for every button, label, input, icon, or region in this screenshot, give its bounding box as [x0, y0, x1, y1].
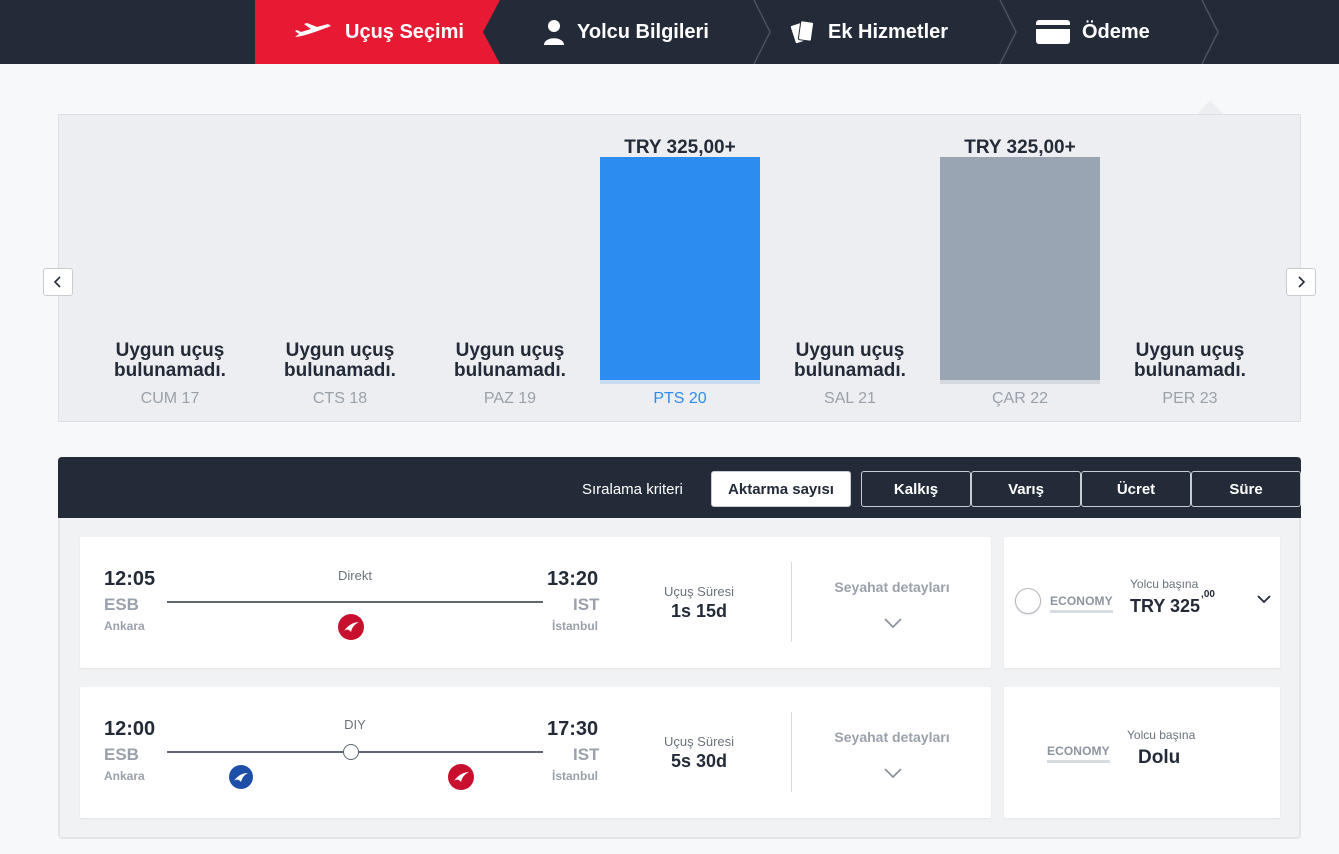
day-column-selected[interactable]: TRY 325,00+ PTS 20	[585, 115, 760, 421]
person-icon	[543, 19, 565, 45]
stopover-dot	[343, 744, 359, 760]
step-payment[interactable]: Ödeme	[1036, 0, 1150, 64]
sort-by-departure-button[interactable]: Kalkış	[861, 471, 971, 507]
per-passenger-label: Yolcu başına	[1127, 728, 1196, 742]
price-cents: ,00	[1201, 589, 1215, 600]
price-bar[interactable]	[600, 157, 760, 380]
chevron-right-icon	[1298, 276, 1306, 288]
flight-card[interactable]: 12:05 ESB Ankara Direkt 13:20 IST İstanb…	[80, 537, 991, 668]
flight-duration: 1s 15d	[670, 601, 728, 621]
step-label: Yolcu Bilgileri	[577, 20, 709, 43]
departure-city: Ankara	[104, 769, 145, 783]
route-line	[167, 601, 543, 603]
anadolujet-logo-icon	[229, 765, 253, 789]
flight-duration-label: Uçuş Süresi	[663, 734, 735, 749]
prev-dates-button[interactable]	[43, 268, 73, 296]
sort-by-price-button[interactable]: Ücret	[1081, 471, 1191, 507]
no-flight-text: Uygun uçuş bulunamadı.	[1134, 340, 1246, 381]
route-type: Direkt	[338, 568, 372, 583]
price-bar[interactable]	[940, 157, 1100, 380]
booking-steps-bar: Uçuş Seçimi Yolcu Bilgileri Ek Hizmetler…	[0, 0, 1339, 64]
step-separator-icon	[999, 0, 1017, 64]
day-column[interactable]: TRY 325,00+ ÇAR 22	[925, 115, 1100, 421]
step-extra-services[interactable]: Ek Hizmetler	[789, 0, 949, 64]
sort-label: Sıralama kriteri	[582, 481, 683, 498]
airplane-icon	[293, 22, 333, 42]
stopover-airport: DIY	[344, 717, 366, 732]
credit-card-icon	[1036, 20, 1070, 44]
flight-duration-label: Uçuş Süresi	[663, 584, 735, 599]
arrival-city: İstanbul	[552, 769, 599, 783]
no-flight-text: Uygun uçuş bulunamadı.	[284, 340, 396, 381]
day-column[interactable]: Uygun uçuş bulunamadı. PER 23	[1105, 115, 1275, 421]
selection-notch	[1196, 100, 1224, 115]
day-label: PER 23	[1162, 390, 1218, 407]
travel-details-link[interactable]: Seyahat detayları	[834, 729, 950, 745]
day-label: SAL 21	[824, 390, 876, 407]
divider	[791, 712, 792, 792]
day-label: PTS 20	[653, 390, 707, 407]
step-separator-icon	[753, 0, 771, 64]
travel-details-link[interactable]: Seyahat detayları	[834, 579, 950, 595]
arrival-city: İstanbul	[552, 619, 599, 633]
chevron-down-icon[interactable]	[1257, 595, 1271, 604]
arrival-airport-code: IST	[573, 745, 600, 764]
day-column[interactable]: Uygun uçuş bulunamadı. CTS 18	[255, 115, 425, 421]
chevron-left-icon	[53, 276, 61, 288]
step-label: Ödeme	[1082, 20, 1150, 43]
turkish-airlines-logo-icon	[338, 614, 364, 640]
per-passenger-label: Yolcu başına	[1130, 577, 1199, 591]
day-label: CTS 18	[312, 390, 368, 407]
arrival-airport-code: IST	[573, 595, 600, 614]
step-label: Uçuş Seçimi	[345, 20, 464, 43]
fare-status: Dolu	[1138, 747, 1181, 768]
price-label: TRY 325,00+	[964, 137, 1076, 158]
bar-underline	[600, 380, 760, 384]
sort-bar: Sıralama kriteri Aktarma sayısı Kalkış V…	[58, 457, 1301, 518]
day-label: PAZ 19	[483, 390, 537, 407]
departure-airport-code: ESB	[104, 745, 139, 764]
no-flight-text: Uygun uçuş bulunamadı.	[454, 340, 566, 381]
turkish-airlines-logo-icon	[448, 764, 474, 790]
date-price-chart: Uygun uçuş bulunamadı. CUM 17 Uygun uçuş b…	[58, 114, 1301, 422]
sort-by-arrival-button[interactable]: Varış	[971, 471, 1081, 507]
day-label: ÇAR 22	[991, 390, 1049, 407]
cabin-class: ECONOMY	[1050, 594, 1113, 613]
day-column[interactable]: Uygun uçuş bulunamadı. SAL 21	[765, 115, 935, 421]
departure-time: 12:05	[104, 568, 156, 590]
chevron-down-icon[interactable]	[884, 768, 902, 778]
day-column[interactable]: Uygun uçuş bulunamadı. PAZ 19	[425, 115, 595, 421]
departure-time: 12:00	[104, 718, 156, 740]
fare-card[interactable]: ECONOMY Yolcu başına TRY 325,00	[1004, 537, 1280, 668]
step-separator-icon	[1201, 0, 1219, 64]
departure-city: Ankara	[104, 619, 145, 633]
next-dates-button[interactable]	[1286, 268, 1316, 296]
divider	[791, 562, 792, 642]
cabin-class: ECONOMY	[1047, 744, 1110, 763]
bar-underline	[940, 380, 1100, 384]
arrival-time: 13:20	[547, 568, 599, 590]
departure-airport-code: ESB	[104, 595, 139, 614]
step-label: Ek Hizmetler	[828, 20, 949, 43]
day-label: CUM 17	[140, 390, 200, 407]
fare-price: TRY 325,00	[1130, 589, 1215, 616]
no-flight-text: Uygun uçuş bulunamadı.	[794, 340, 906, 381]
flight-card[interactable]: 12:00 ESB Ankara DIY 17:30 IST İstanbul …	[80, 687, 991, 818]
chevron-down-icon[interactable]	[884, 618, 902, 628]
fare-card: ECONOMY Yolcu başına Dolu	[1004, 687, 1280, 818]
step-flight-selection[interactable]: Uçuş Seçimi	[255, 0, 500, 64]
step-passenger-info[interactable]: Yolcu Bilgileri	[543, 0, 709, 64]
cards-icon	[789, 20, 816, 45]
flight-duration: 5s 30d	[670, 751, 728, 771]
price-label: TRY 325,00+	[624, 137, 736, 158]
no-flight-text: Uygun uçuş bulunamadı.	[114, 340, 226, 381]
day-column[interactable]: Uygun uçuş bulunamadı. CUM 17	[85, 115, 255, 421]
sort-by-duration-button[interactable]: Süre	[1191, 471, 1301, 507]
sort-by-transfers-button[interactable]: Aktarma sayısı	[711, 471, 851, 507]
fare-select-radio[interactable]	[1015, 588, 1041, 614]
arrival-time: 17:30	[547, 718, 599, 740]
